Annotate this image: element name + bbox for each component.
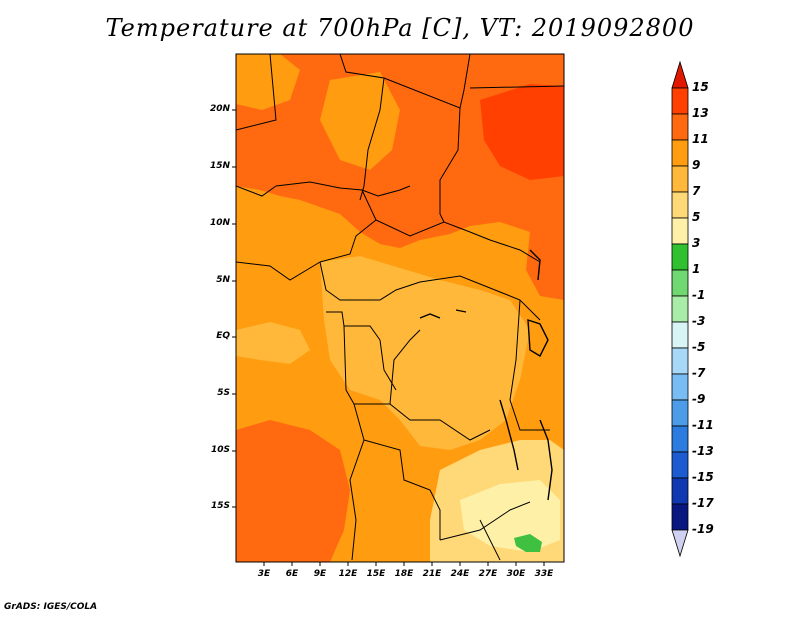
axis-ticks bbox=[232, 109, 545, 566]
colorbar-box bbox=[671, 399, 689, 427]
field-11-13-southwest bbox=[236, 420, 350, 562]
lat-label-5s: 5S bbox=[217, 388, 230, 398]
colorbar-label: 13 bbox=[692, 106, 709, 120]
colorbar-label: -19 bbox=[692, 522, 714, 536]
lat-label-10n: 10N bbox=[209, 218, 230, 228]
colorbar-label: 11 bbox=[692, 132, 709, 146]
colorbar-label: -17 bbox=[692, 496, 714, 510]
lon-label-18e: 18E bbox=[394, 569, 414, 579]
colorbar-label: -5 bbox=[692, 340, 706, 354]
lat-label-20n: 20N bbox=[209, 104, 230, 114]
colorbar-box bbox=[671, 425, 689, 453]
colorbar-box bbox=[671, 139, 689, 167]
colorbar-box bbox=[671, 321, 689, 349]
field-3-5-south bbox=[460, 480, 560, 552]
colorbar-label: 3 bbox=[692, 236, 701, 250]
lake-outlines bbox=[419, 249, 553, 501]
field-9-11-northwest bbox=[236, 54, 300, 110]
colorbar-label: -15 bbox=[692, 470, 714, 484]
colorbar-label: -3 bbox=[692, 314, 706, 328]
colorbar-box bbox=[671, 165, 689, 193]
colorbar-box bbox=[671, 451, 689, 479]
colorbar-box bbox=[671, 503, 689, 531]
colorbar-box bbox=[671, 373, 689, 401]
country-borders bbox=[236, 54, 564, 561]
colorbar-bottom-triangle bbox=[671, 529, 689, 558]
lon-label-6e: 6E bbox=[285, 569, 299, 579]
lon-label-33e: 33E bbox=[534, 569, 554, 579]
colorbar-box bbox=[671, 87, 689, 115]
colorbar-label: 7 bbox=[692, 184, 701, 198]
chart-title: Temperature at 700hPa [C], VT: 201909280… bbox=[105, 14, 695, 42]
lat-label-15n: 15N bbox=[209, 161, 230, 171]
colorbar-box bbox=[671, 477, 689, 505]
field-7-9-west bbox=[236, 322, 310, 364]
lat-label-15s: 15S bbox=[210, 501, 230, 511]
colorbar-label: 5 bbox=[692, 210, 701, 224]
colorbar-label: -13 bbox=[692, 444, 714, 458]
lat-label-5n: 5N bbox=[216, 275, 230, 285]
colorbar-boxes bbox=[671, 60, 689, 558]
colorbar-label: -9 bbox=[692, 392, 706, 406]
colorbar-label: -7 bbox=[692, 366, 706, 380]
field-13-15-northeast bbox=[480, 84, 564, 180]
colorbar-top-triangle bbox=[671, 60, 689, 89]
field-9-11-north-patch bbox=[320, 72, 400, 170]
colorbar-box bbox=[671, 191, 689, 219]
lon-label-15e: 15E bbox=[366, 569, 386, 579]
field-1-3-green bbox=[514, 534, 542, 552]
colorbar-label: -1 bbox=[692, 288, 706, 302]
field-11-13-east bbox=[526, 226, 564, 300]
grads-credit: GrADS: IGES/COLA bbox=[4, 602, 98, 612]
field-7-9-central bbox=[320, 256, 530, 450]
colorbar-label: 15 bbox=[692, 80, 709, 94]
colorbar-box bbox=[671, 269, 689, 297]
colorbar-box bbox=[671, 113, 689, 141]
map-frame bbox=[235, 53, 565, 563]
colorbar-label: 1 bbox=[692, 262, 701, 276]
colorbar-label: 9 bbox=[692, 158, 701, 172]
colorbar-box bbox=[671, 217, 689, 245]
lon-label-30e: 30E bbox=[506, 569, 526, 579]
lon-label-21e: 21E bbox=[422, 569, 442, 579]
lat-label-eq: EQ bbox=[216, 331, 230, 341]
lon-label-9e: 9E bbox=[313, 569, 327, 579]
lon-label-12e: 12E bbox=[338, 569, 358, 579]
lon-label-3e: 3E bbox=[257, 569, 271, 579]
colorbar-label: -11 bbox=[692, 418, 714, 432]
lon-label-27e: 27E bbox=[478, 569, 498, 579]
colorbar-box bbox=[671, 243, 689, 271]
lat-label-10s: 10S bbox=[210, 445, 230, 455]
temperature-fields bbox=[236, 54, 564, 562]
lon-label-24e: 24E bbox=[450, 569, 470, 579]
colorbar-box bbox=[671, 347, 689, 375]
colorbar-box bbox=[671, 295, 689, 323]
